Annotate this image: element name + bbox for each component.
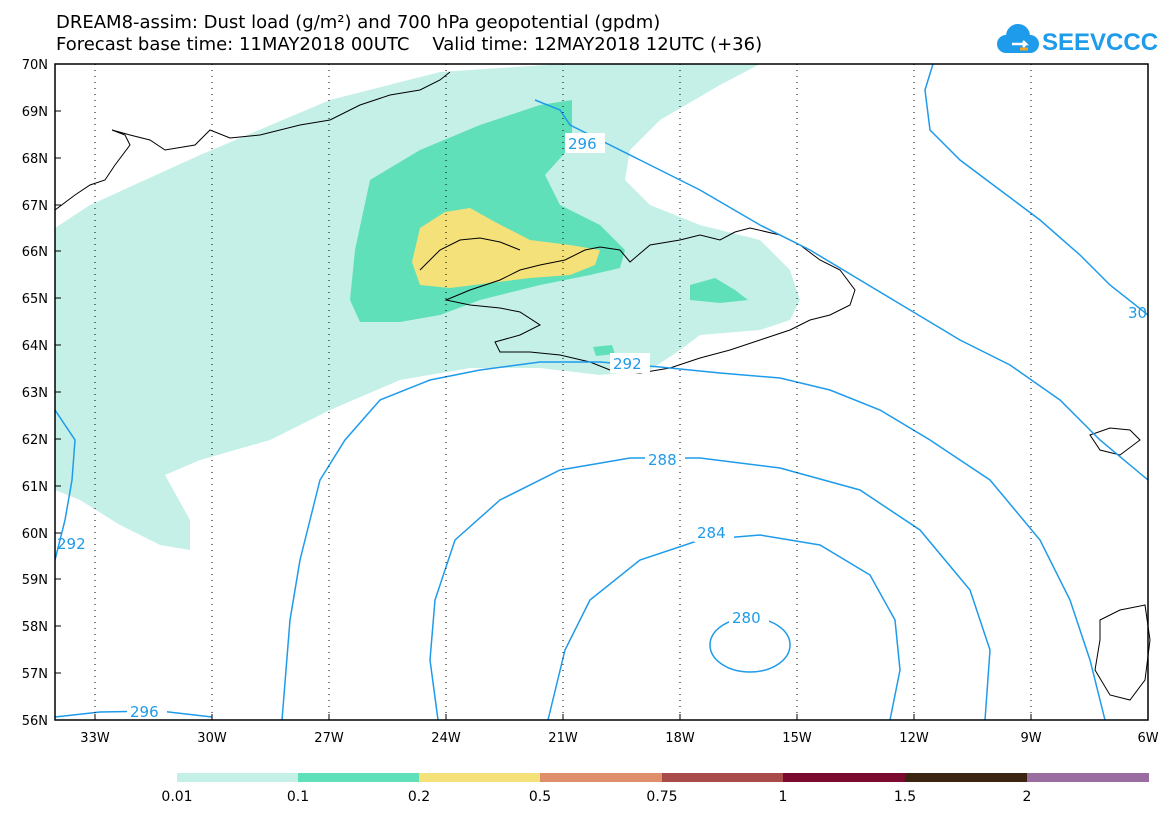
contour-292	[54, 361, 1106, 721]
lon-label: 12W	[899, 731, 929, 746]
lon-label: 9W	[1020, 731, 1041, 746]
colorbar-segment	[783, 773, 905, 782]
colorbar-segment	[298, 773, 419, 782]
colorbar-label: 0.75	[646, 789, 677, 805]
lat-label: 65N	[22, 292, 48, 307]
colorbar-label: 1	[779, 789, 788, 805]
dust-region-0.2	[412, 208, 600, 288]
coastline	[54, 71, 1151, 701]
colorbar-segment	[540, 773, 662, 782]
lon-label: 33W	[80, 731, 110, 746]
lon-label: 15W	[782, 731, 812, 746]
lon-label: 24W	[431, 731, 461, 746]
lat-label: 61N	[22, 480, 48, 495]
lat-label: 56N	[22, 714, 48, 729]
colorbar-label: 0.01	[161, 789, 192, 805]
chart-title: DREAM8-assim: Dust load (g/m²) and 700 h…	[56, 12, 661, 33]
lat-label: 67N	[22, 199, 48, 214]
colorbar-segment	[177, 773, 298, 782]
graticule	[94, 64, 1032, 720]
lon-label: 30W	[197, 731, 227, 746]
chart-subtitle: Forecast base time: 11MAY2018 00UTC Vali…	[56, 34, 763, 55]
geopotential-contours	[54, 63, 1149, 721]
contour-label-292: 292	[613, 355, 642, 373]
contour-label-280: 280	[732, 609, 761, 627]
contour-284	[547, 534, 901, 721]
colorbar-segment	[419, 773, 540, 782]
latitude-labels: 70N 69N 68N 67N 66N 65N 64N 63N 62N 61N …	[22, 58, 48, 729]
lat-label: 57N	[22, 667, 48, 682]
lat-label: 62N	[22, 433, 48, 448]
longitude-labels: 33W 30W 27W 24W 21W 18W 15W 12W 9W 6W	[80, 731, 1158, 746]
contour-30	[924, 63, 1149, 316]
contour-288	[429, 457, 991, 721]
lon-label: 27W	[314, 731, 344, 746]
lat-label: 66N	[22, 245, 48, 260]
seevccc-logo: SEEVCCC	[997, 24, 1158, 56]
lat-label: 63N	[22, 386, 48, 401]
contour-label-296: 296	[568, 135, 597, 153]
lat-label: 64N	[22, 339, 48, 354]
lon-label: 18W	[665, 731, 695, 746]
colorbar-label: 0.2	[408, 789, 430, 805]
lat-label: 60N	[22, 527, 48, 542]
logo-text: SEEVCCC	[1042, 29, 1158, 56]
contour-labels: 296 292 288 284 280 296 292 30	[57, 133, 1147, 721]
lat-label: 69N	[22, 105, 48, 120]
colorbar-label: 1.5	[894, 789, 916, 805]
contour-296-north	[534, 99, 1149, 481]
colorbar-labels: 0.01 0.1 0.2 0.5 0.75 1 1.5 2	[161, 789, 1031, 805]
contour-label-288: 288	[648, 451, 677, 469]
colorbar-segment	[905, 773, 1027, 782]
colorbar	[177, 773, 1149, 782]
colorbar-segment	[662, 773, 783, 782]
lat-label: 59N	[22, 573, 48, 588]
lat-label: 68N	[22, 152, 48, 167]
colorbar-label: 0.5	[529, 789, 551, 805]
contour-label-292-west: 292	[57, 535, 86, 553]
colorbar-label: 0.1	[287, 789, 309, 805]
cloud-icon	[997, 24, 1039, 53]
colorbar-label: 2	[1023, 789, 1032, 805]
axis-ticks	[55, 63, 1149, 721]
lat-label: 58N	[22, 620, 48, 635]
contour-label-296-south: 296	[130, 703, 159, 721]
lat-label: 70N	[22, 58, 48, 73]
dust-region-0.1-small	[690, 278, 748, 303]
contour-label-30: 30	[1128, 304, 1147, 322]
lon-label: 21W	[548, 731, 578, 746]
colorbar-segment	[1027, 773, 1149, 782]
lon-label: 6W	[1137, 731, 1158, 746]
contour-label-284: 284	[697, 524, 726, 542]
dust-region-0.1-patch	[593, 345, 615, 356]
